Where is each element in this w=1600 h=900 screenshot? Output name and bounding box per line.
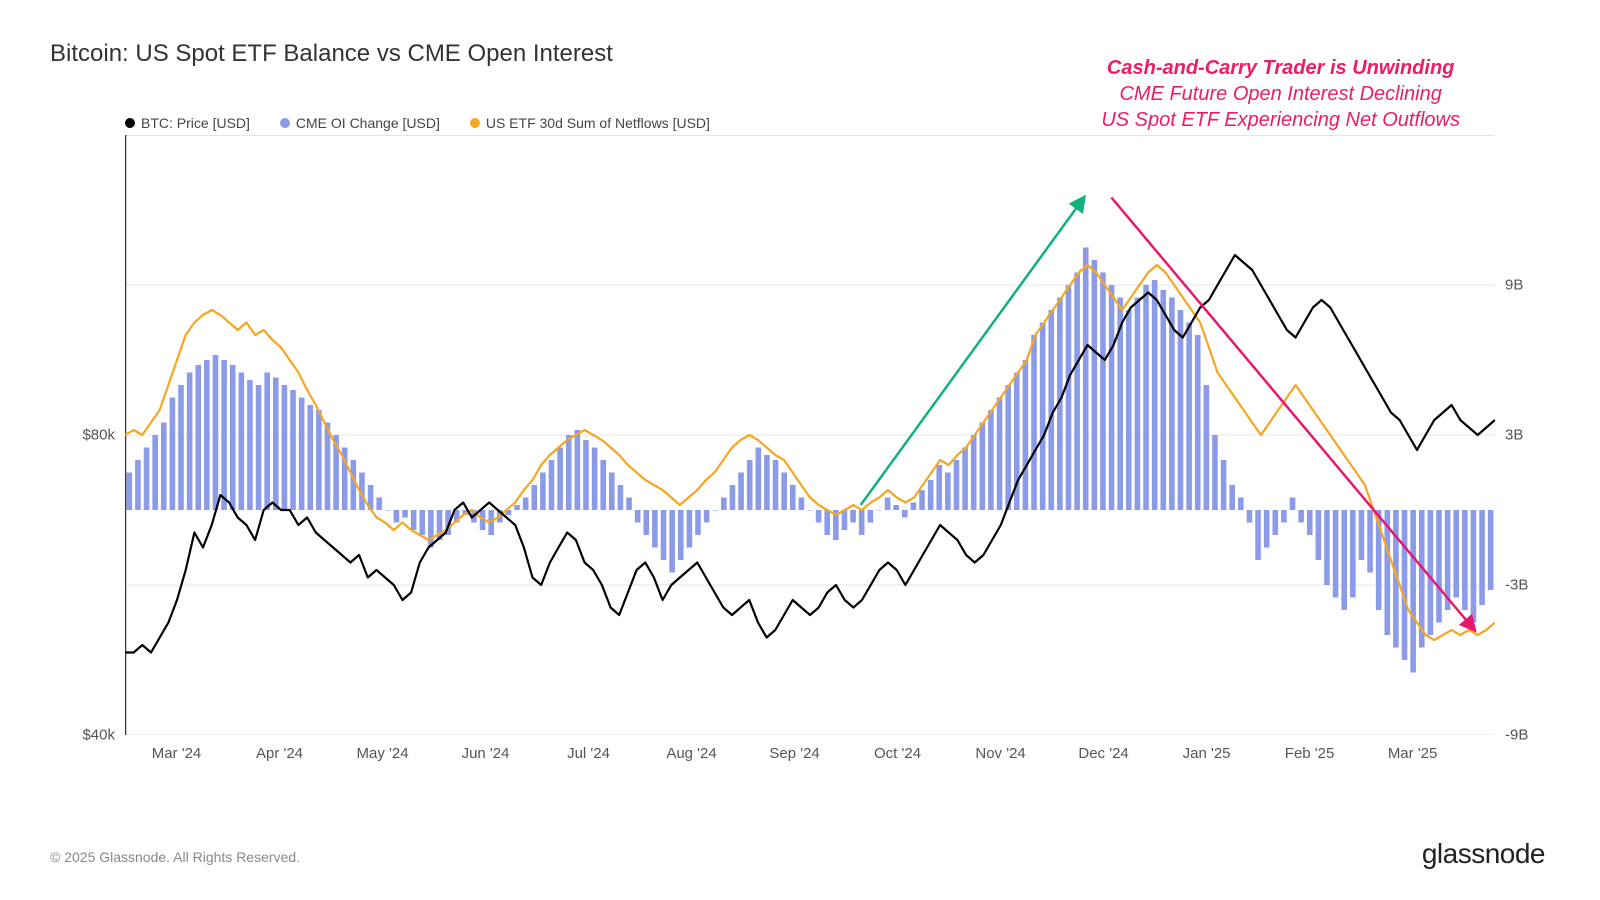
x-tick-label: Mar '24 [152,735,202,762]
legend-label: US ETF 30d Sum of Netflows [USD] [486,115,710,131]
x-tick-label: May '24 [356,735,408,762]
y-right-tick-label: -9B [1495,727,1528,744]
annotation-line-3: US Spot ETF Experiencing Net Outflows [1101,107,1460,133]
legend: BTC: Price [USD] CME OI Change [USD] US … [125,115,710,131]
y-right-tick-label: -3B [1495,577,1528,594]
legend-dot [470,118,480,128]
legend-item: US ETF 30d Sum of Netflows [USD] [470,115,710,131]
legend-label: CME OI Change [USD] [296,115,440,131]
x-tick-label: Aug '24 [666,735,716,762]
legend-dot [125,118,135,128]
x-tick-label: Mar '25 [1388,735,1438,762]
annotation-line-2: CME Future Open Interest Declining [1101,81,1460,107]
legend-item: BTC: Price [USD] [125,115,250,131]
y-left-tick-label: $80k [82,427,125,444]
legend-label: BTC: Price [USD] [141,115,250,131]
chart-svg [125,135,1495,735]
x-tick-label: Nov '24 [975,735,1025,762]
annotation-line-1: Cash-and-Carry Trader is Unwinding [1101,55,1460,81]
x-tick-label: Jan '25 [1183,735,1231,762]
x-tick-label: Sep '24 [769,735,819,762]
x-tick-label: Oct '24 [874,735,921,762]
legend-dot [280,118,290,128]
annotation-block: Cash-and-Carry Trader is Unwinding CME F… [1101,55,1460,133]
x-tick-label: Jun '24 [462,735,510,762]
y-right-tick-label: 3B [1495,427,1523,444]
copyright-text: © 2025 Glassnode. All Rights Reserved. [50,849,300,865]
chart-area: $40k$80k-9B-3B3B9BMar '24Apr '24May '24J… [125,135,1495,735]
y-right-tick-label: 9B [1495,277,1523,294]
y-left-tick-label: $40k [82,727,125,744]
x-tick-label: Feb '25 [1285,735,1335,762]
x-tick-label: Apr '24 [256,735,303,762]
brand-logo: glassnode [1422,838,1545,870]
x-tick-label: Jul '24 [567,735,610,762]
legend-item: CME OI Change [USD] [280,115,440,131]
x-tick-label: Dec '24 [1078,735,1128,762]
chart-title: Bitcoin: US Spot ETF Balance vs CME Open… [50,40,613,68]
